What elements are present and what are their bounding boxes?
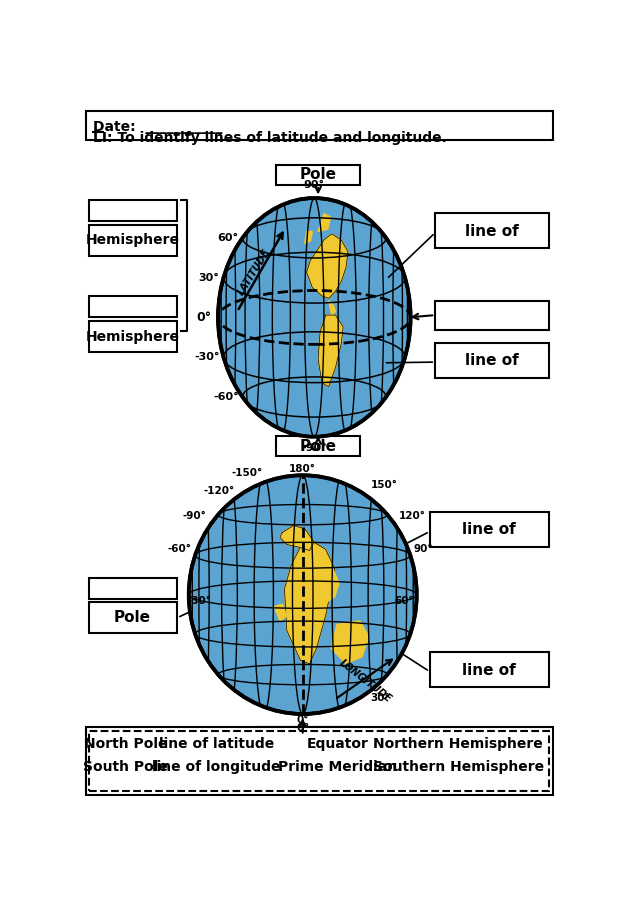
Text: Pole: Pole	[300, 167, 336, 183]
Polygon shape	[318, 213, 331, 231]
Text: -30°: -30°	[194, 352, 220, 362]
Text: line of latitude: line of latitude	[159, 737, 274, 751]
Bar	[258, 727, 351, 749]
Bar	[276, 436, 361, 456]
Text: South Pole: South Pole	[83, 760, 168, 774]
Text: Prime Meridian: Prime Meridian	[278, 760, 397, 774]
Text: 90°: 90°	[304, 180, 325, 191]
Text: 150°: 150°	[371, 480, 397, 491]
Bar	[435, 301, 549, 329]
Text: 30°: 30°	[371, 693, 390, 703]
Bar	[88, 200, 177, 221]
Text: Pole: Pole	[300, 438, 336, 454]
Text: Hemisphere: Hemisphere	[85, 329, 179, 344]
Text: -60°: -60°	[213, 392, 239, 402]
Polygon shape	[274, 604, 287, 621]
Text: LATITUDE: LATITUDE	[237, 248, 273, 297]
Polygon shape	[314, 569, 339, 604]
Bar	[85, 111, 553, 140]
Text: 0°: 0°	[296, 724, 310, 733]
Text: 120°: 120°	[399, 511, 426, 521]
Polygon shape	[331, 621, 369, 664]
Text: 30°: 30°	[199, 273, 220, 283]
Bar	[88, 602, 177, 633]
Text: line of longitude: line of longitude	[152, 760, 281, 774]
Bar	[88, 321, 177, 352]
Text: Southern Hemisphere: Southern Hemisphere	[373, 760, 544, 774]
Bar	[430, 652, 549, 687]
Polygon shape	[280, 526, 314, 551]
Text: -150°: -150°	[231, 468, 262, 478]
Text: 180°: 180°	[289, 464, 316, 474]
Text: -90°: -90°	[302, 443, 327, 453]
Bar	[435, 213, 549, 248]
Text: -60°: -60°	[168, 544, 192, 554]
Text: line of: line of	[462, 523, 516, 537]
Text: Date:  ___________: Date: ___________	[93, 120, 222, 133]
Polygon shape	[307, 234, 348, 298]
Bar	[88, 296, 177, 318]
Bar	[88, 225, 177, 256]
Text: LI: To identify lines of latitude and longitude.: LI: To identify lines of latitude and lo…	[93, 131, 447, 145]
Bar	[90, 731, 549, 791]
Polygon shape	[285, 541, 335, 664]
Text: Hemisphere: Hemisphere	[85, 233, 179, 248]
Bar	[430, 512, 549, 547]
Ellipse shape	[218, 198, 411, 436]
Text: line of: line of	[465, 353, 519, 368]
Text: Pole: Pole	[114, 610, 151, 626]
Text: -120°: -120°	[204, 486, 235, 496]
Text: line of: line of	[465, 224, 519, 238]
Bar	[88, 578, 177, 599]
Text: Northern Hemisphere: Northern Hemisphere	[373, 737, 543, 751]
Text: line of: line of	[462, 662, 516, 678]
Text: Equator: Equator	[307, 737, 368, 751]
Polygon shape	[318, 315, 343, 387]
Text: 0°: 0°	[297, 716, 309, 725]
Text: -90°: -90°	[183, 511, 206, 521]
Text: LONGITUDE: LONGITUDE	[338, 657, 393, 704]
Polygon shape	[305, 231, 312, 243]
Text: 0°: 0°	[197, 310, 212, 324]
Bar	[85, 727, 553, 795]
Ellipse shape	[189, 475, 417, 714]
Text: 60°: 60°	[217, 233, 239, 243]
Text: 60°: 60°	[394, 596, 414, 606]
Bar	[276, 165, 361, 185]
Text: -30°: -30°	[187, 596, 211, 606]
Text: 90°: 90°	[414, 544, 434, 554]
Text: North Pole: North Pole	[84, 737, 168, 751]
Bar	[435, 343, 549, 377]
Polygon shape	[329, 301, 335, 315]
